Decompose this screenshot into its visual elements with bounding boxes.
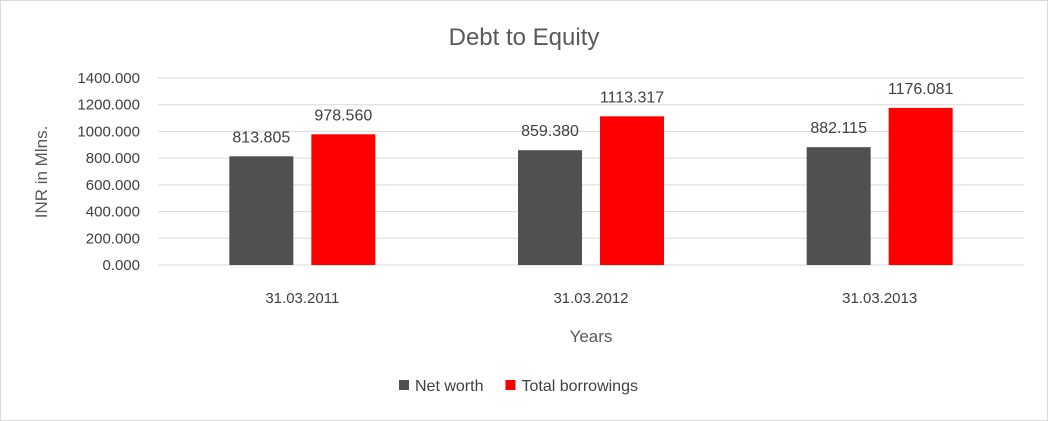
legend-swatch-0 xyxy=(399,380,409,390)
bars xyxy=(229,107,953,265)
y-tick-label: 0.000 xyxy=(102,257,140,274)
gridlines xyxy=(158,77,1024,266)
y-tick-label: 600.000 xyxy=(86,177,140,194)
legend-label: Total borrowings xyxy=(521,378,638,395)
bar-0-1 xyxy=(518,150,582,265)
y-tick-label: 1400.000 xyxy=(77,70,140,87)
y-axis-title: INR in Mlns. xyxy=(32,126,51,219)
y-tick-label: 400.000 xyxy=(86,204,140,221)
data-label: 859.380 xyxy=(521,123,579,140)
x-tick-label: 31.03.2012 xyxy=(553,290,628,307)
data-label: 882.115 xyxy=(810,120,867,137)
y-tick-label: 1000.000 xyxy=(77,123,140,140)
bar-0-0 xyxy=(229,156,294,265)
x-tick-label: 31.03.2013 xyxy=(842,290,917,307)
y-tick-label: 800.000 xyxy=(86,150,140,167)
legend: Net worth Total borrowings xyxy=(399,378,638,395)
legend-swatch-1 xyxy=(505,380,516,390)
data-label: 978.560 xyxy=(314,107,372,124)
y-tick-label: 200.000 xyxy=(86,230,140,247)
bar-1-2 xyxy=(888,107,953,265)
legend-label: Net worth xyxy=(415,378,483,395)
x-tick-label: 31.03.2011 xyxy=(265,290,339,307)
x-axis-ticks: 31.03.2011 31.03.2012 31.03.2013 xyxy=(265,290,917,307)
bar-1-0 xyxy=(311,134,376,265)
data-labels: 813.805 978.560 859.380 1113.317 882.115 1176… xyxy=(232,81,953,146)
data-label: 1176.081 xyxy=(888,81,954,98)
y-axis-ticks: 0.000 200.000 400.000 600.000 800.000 1000.00… xyxy=(77,70,140,274)
bar-0-2 xyxy=(806,147,871,265)
x-axis-title: Years xyxy=(570,327,613,346)
data-label: 1113.317 xyxy=(600,89,664,106)
y-tick-label: 1200.000 xyxy=(77,97,140,114)
bar-1-1 xyxy=(600,116,664,265)
data-label: 813.805 xyxy=(232,129,290,146)
chart-title: Debt to Equity xyxy=(449,24,600,51)
